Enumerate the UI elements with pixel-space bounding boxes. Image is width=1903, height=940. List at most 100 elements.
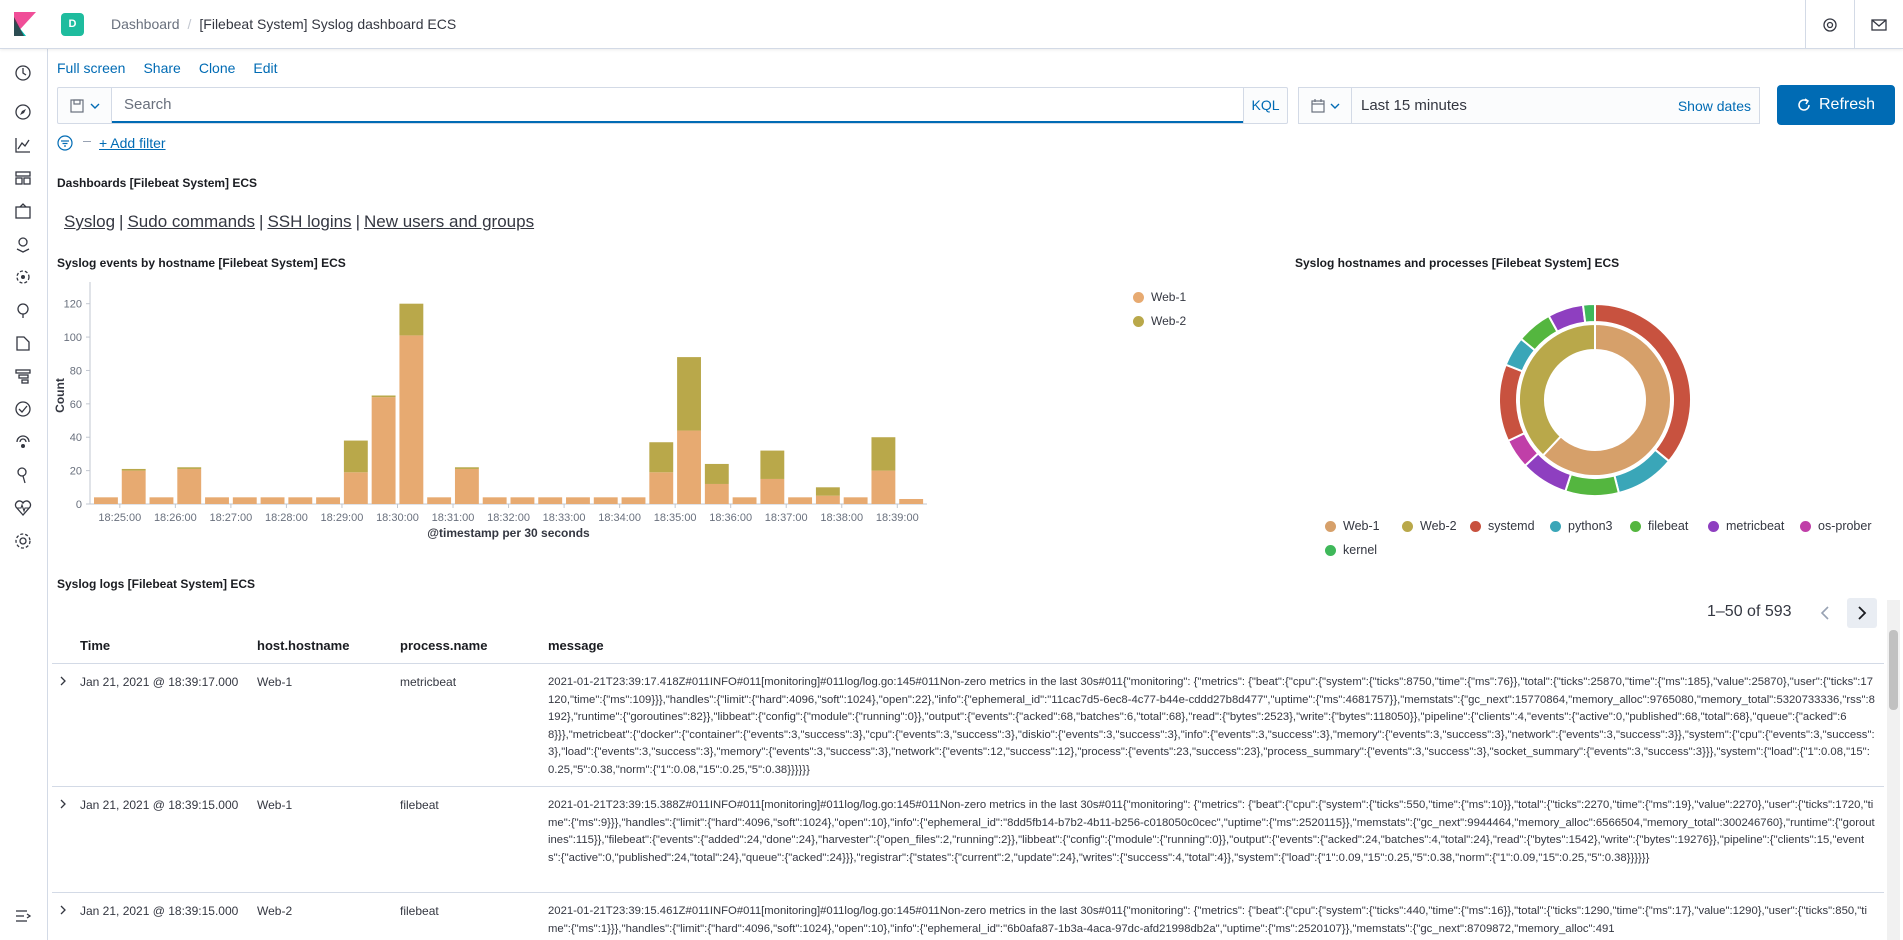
newsfeed-button[interactable] bbox=[1854, 0, 1903, 49]
next-page-button[interactable] bbox=[1847, 598, 1877, 628]
filter-options-icon[interactable] bbox=[57, 135, 73, 151]
dlegend-kernel-label: kernel bbox=[1343, 543, 1378, 557]
legend-web1[interactable]: Web-1 bbox=[1133, 290, 1186, 304]
chevron-down-icon bbox=[90, 103, 99, 109]
x-tick-label: 18:30:00 bbox=[376, 512, 419, 524]
cell-process: filebeat bbox=[400, 904, 439, 918]
add-filter-button[interactable]: + Add filter bbox=[99, 135, 166, 151]
collapse-nav-icon[interactable] bbox=[13, 906, 33, 926]
infrastructure-icon[interactable] bbox=[13, 300, 33, 320]
help-button[interactable] bbox=[1805, 0, 1854, 49]
canvas-icon[interactable] bbox=[13, 201, 33, 221]
outer-slice-filebeat[interactable] bbox=[1564, 472, 1621, 497]
kibana-logo-icon[interactable] bbox=[14, 12, 36, 36]
refresh-icon bbox=[1798, 98, 1810, 111]
bar-web-1 bbox=[732, 497, 757, 504]
bar-web-2 bbox=[677, 357, 701, 431]
ml-icon[interactable] bbox=[13, 267, 33, 287]
bar-web-1 bbox=[566, 497, 590, 504]
bar-web-2 bbox=[121, 468, 146, 471]
inner-slice-web-2[interactable] bbox=[1518, 322, 1596, 457]
discover-icon[interactable] bbox=[13, 102, 33, 122]
bar-web-2 bbox=[704, 463, 729, 484]
col-hostname[interactable]: host.hostname bbox=[257, 638, 350, 653]
hostnames-processes-donut bbox=[1498, 302, 1692, 497]
monitoring-icon[interactable] bbox=[13, 498, 33, 518]
x-tick-label: 18:27:00 bbox=[209, 512, 252, 524]
donut-panel-title: Syslog hostnames and processes [Filebeat… bbox=[1295, 256, 1620, 270]
kql-toggle[interactable]: KQL bbox=[1243, 88, 1287, 123]
syslog-events-bar-chart: 0 20 40 60 80 100 120 18:25:00 18:26:00 18:27:00 1… bbox=[53, 282, 927, 540]
bar-web-1 bbox=[232, 497, 257, 504]
bar-web-1 bbox=[343, 472, 368, 504]
col-message[interactable]: message bbox=[548, 638, 604, 653]
scrollbar-thumb[interactable] bbox=[1889, 630, 1898, 710]
expand-row-icon[interactable] bbox=[58, 799, 68, 809]
syslog-link[interactable]: Syslog bbox=[64, 212, 116, 231]
breadcrumb-dashboard[interactable]: Dashboard bbox=[111, 16, 180, 32]
search-input[interactable] bbox=[112, 88, 1243, 123]
dlegend-filebeat[interactable]: filebeat bbox=[1630, 519, 1688, 533]
bar-web-1 bbox=[677, 430, 701, 504]
x-tick-label: 18:37:00 bbox=[765, 512, 808, 524]
dlegend-web1[interactable]: Web-1 bbox=[1325, 519, 1380, 533]
help-icon bbox=[1823, 17, 1837, 32]
expand-row-icon[interactable] bbox=[58, 676, 68, 686]
clone-button[interactable]: Clone bbox=[198, 60, 236, 76]
maps-icon[interactable] bbox=[13, 234, 33, 254]
management-gear-icon[interactable] bbox=[13, 531, 33, 551]
ssh-logins-link[interactable]: SSH logins bbox=[267, 212, 352, 231]
dashboard-top-menu: Full screen Share Clone Edit bbox=[57, 60, 296, 76]
dlegend-kernel[interactable]: kernel bbox=[1325, 543, 1377, 557]
mail-icon bbox=[1871, 18, 1887, 31]
prev-page-button[interactable] bbox=[1810, 598, 1840, 628]
saved-query-button[interactable] bbox=[58, 88, 112, 123]
refresh-button[interactable]: Refresh bbox=[1777, 85, 1895, 125]
dlegend-kernel-swatch bbox=[1325, 544, 1336, 556]
dlegend-metricbeat[interactable]: metricbeat bbox=[1708, 519, 1784, 533]
bar-web-1 bbox=[538, 497, 563, 504]
dlegend-python3[interactable]: python3 bbox=[1550, 519, 1612, 533]
dev-tools-icon[interactable] bbox=[13, 465, 33, 485]
uptime-icon[interactable] bbox=[13, 399, 33, 419]
full-screen-button[interactable]: Full screen bbox=[57, 60, 126, 76]
time-range-label[interactable]: Last 15 minutes bbox=[1361, 97, 1467, 114]
col-process[interactable]: process.name bbox=[400, 638, 488, 653]
bar-web-1 bbox=[871, 470, 896, 504]
share-button[interactable]: Share bbox=[143, 60, 181, 76]
dlegend-os-prober[interactable]: os-prober bbox=[1800, 519, 1872, 533]
table-scrollbar[interactable] bbox=[1887, 600, 1900, 940]
edit-button[interactable]: Edit bbox=[253, 60, 278, 76]
bar-web-1 bbox=[815, 495, 840, 504]
apm-icon[interactable] bbox=[13, 366, 33, 386]
dlegend-web2[interactable]: Web-2 bbox=[1402, 519, 1457, 533]
bar-web-1 bbox=[621, 497, 646, 504]
siem-icon[interactable] bbox=[13, 432, 33, 452]
space-avatar[interactable]: D bbox=[61, 13, 84, 36]
dlegend-metricbeat-swatch bbox=[1708, 520, 1719, 532]
outer-slice-kernel[interactable] bbox=[1581, 302, 1596, 324]
y-tick-label: 20 bbox=[70, 466, 82, 478]
bar-web-2 bbox=[177, 467, 202, 469]
dlegend-systemd-label: systemd bbox=[1488, 519, 1535, 533]
dlegend-python3-label: python3 bbox=[1568, 519, 1613, 533]
col-time[interactable]: Time bbox=[80, 638, 111, 653]
show-dates-button[interactable]: Show dates bbox=[1677, 98, 1751, 114]
bar-web-1 bbox=[454, 468, 479, 504]
logs-icon[interactable] bbox=[13, 333, 33, 353]
query-bar: KQL bbox=[57, 87, 1288, 124]
table-row: Jan 21, 2021 @ 18:39:15.000 Web-1 filebe… bbox=[52, 786, 1884, 892]
dlegend-systemd[interactable]: systemd bbox=[1470, 519, 1535, 533]
cell-time: Jan 21, 2021 @ 18:39:17.000 bbox=[80, 675, 239, 689]
bar-web-1 bbox=[205, 497, 229, 504]
recent-icon[interactable] bbox=[13, 63, 33, 83]
legend-web2[interactable]: Web-2 bbox=[1133, 314, 1186, 328]
visualize-icon[interactable] bbox=[13, 135, 33, 155]
dashboard-icon[interactable] bbox=[13, 168, 33, 188]
inner-slice-web-1[interactable] bbox=[1541, 322, 1672, 477]
quick-menu-button[interactable] bbox=[1299, 88, 1352, 123]
bar-web-2 bbox=[871, 437, 896, 471]
new-users-groups-link[interactable]: New users and groups bbox=[363, 212, 535, 231]
sudo-commands-link[interactable]: Sudo commands bbox=[127, 212, 256, 231]
expand-row-icon[interactable] bbox=[58, 905, 68, 915]
